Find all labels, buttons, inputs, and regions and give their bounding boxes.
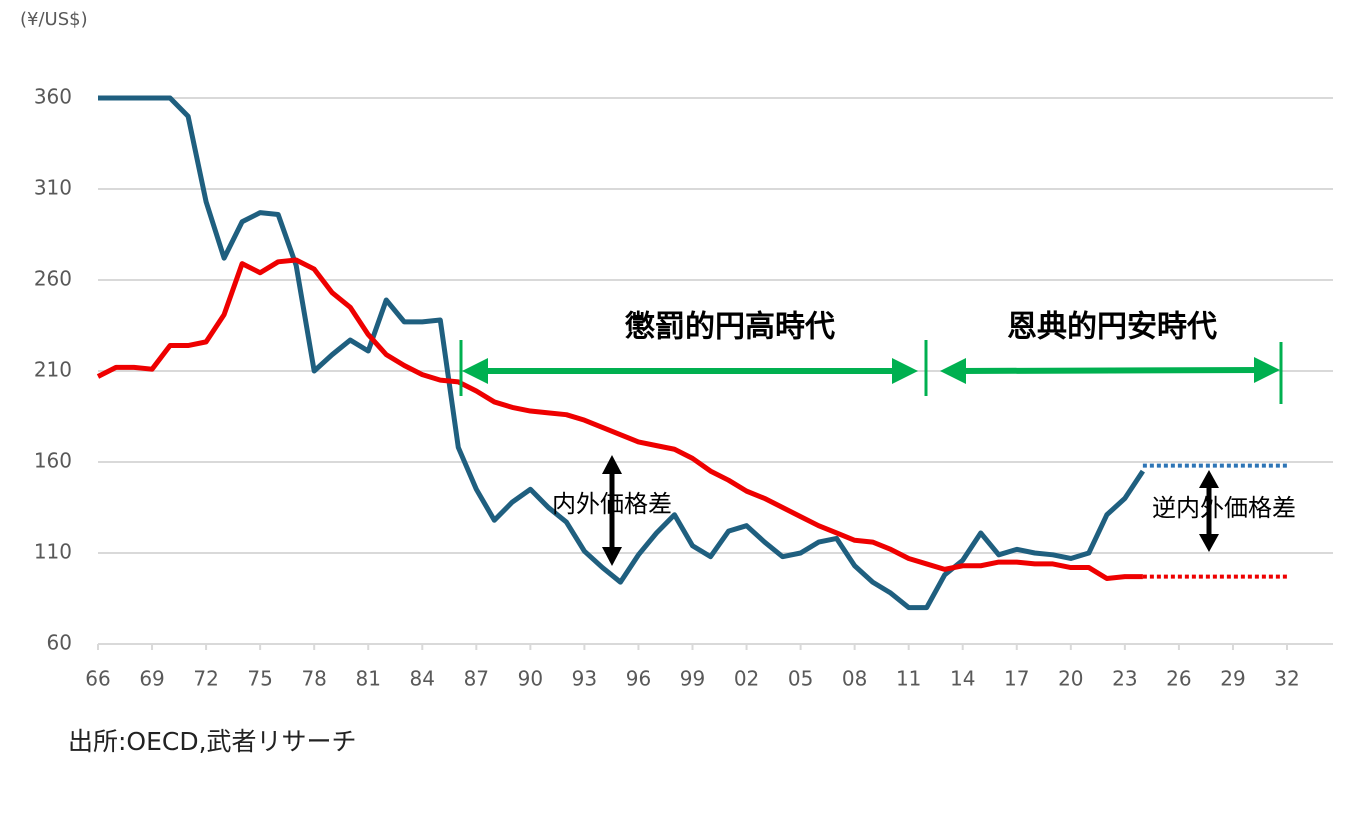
x-tick-label: 23 xyxy=(1112,667,1137,691)
annotation: 内外価格差 xyxy=(552,490,672,518)
x-tick-label: 17 xyxy=(1004,667,1029,691)
x-tick-label: 78 xyxy=(301,667,326,691)
x-tick-label: 14 xyxy=(950,667,975,691)
y-tick-label: 60 xyxy=(47,631,72,655)
x-tick-label: 93 xyxy=(572,667,597,691)
source-note: 出所:OECD,武者リサーチ xyxy=(68,727,357,756)
annotation: 逆内外価格差 xyxy=(1152,494,1296,522)
data-line xyxy=(96,257,1143,581)
x-tick-label: 66 xyxy=(85,667,110,691)
x-tick-label: 26 xyxy=(1166,667,1191,691)
x-tick-label: 29 xyxy=(1220,667,1245,691)
annotation: 恩典的円安時代 xyxy=(1007,310,1217,345)
y-unit-label: (¥/US$) xyxy=(20,9,88,30)
gap-arrows xyxy=(602,455,1219,566)
x-tick-label: 08 xyxy=(842,667,867,691)
x-tick-label: 32 xyxy=(1274,667,1299,691)
x-tick-label: 20 xyxy=(1058,667,1083,691)
x-tick-label: 11 xyxy=(896,667,921,691)
x-tick-label: 84 xyxy=(410,667,435,691)
period-markers xyxy=(459,340,1283,404)
y-tick-label: 160 xyxy=(34,449,72,473)
data-line xyxy=(98,95,1145,611)
x-tick-label: 02 xyxy=(734,667,759,691)
x-tick-label: 72 xyxy=(193,667,218,691)
x-tick-label: 87 xyxy=(464,667,489,691)
y-tick-label: 210 xyxy=(34,358,72,382)
y-tick-label: 110 xyxy=(34,540,72,564)
x-tick-label: 81 xyxy=(356,667,381,691)
y-tick-label: 310 xyxy=(34,176,72,200)
y-tick-label: 360 xyxy=(34,85,72,109)
x-tick-label: 99 xyxy=(680,667,705,691)
y-tick-label: 260 xyxy=(34,267,72,291)
x-tick-label: 69 xyxy=(139,667,164,691)
annotation: 懲罰的円高時代 xyxy=(625,310,835,345)
x-tick-label: 05 xyxy=(788,667,813,691)
x-tick-label: 90 xyxy=(518,667,543,691)
x-tick-label: 75 xyxy=(247,667,272,691)
x-tick-label: 96 xyxy=(626,667,651,691)
